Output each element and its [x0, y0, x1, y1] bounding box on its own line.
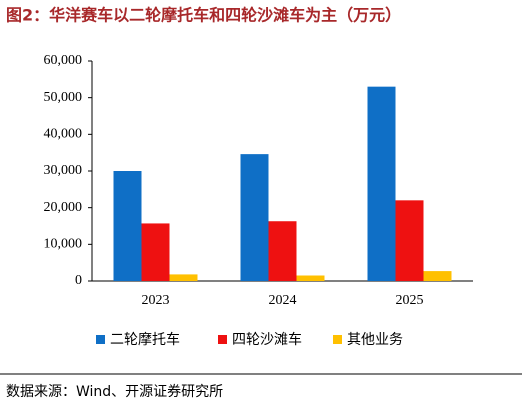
bar: [423, 271, 452, 281]
legend-swatch: [96, 335, 105, 344]
bar: [268, 221, 297, 281]
legend-swatch: [333, 335, 342, 344]
legend-swatch: [218, 335, 227, 344]
y-tick-label: 20,000: [44, 200, 83, 215]
x-tick-label: 2025: [396, 293, 424, 308]
legend-label: 其他业务: [347, 332, 403, 348]
chart-title: 图2：华洋赛车以二轮摩托车和四轮沙滩车为主（万元）: [6, 6, 401, 25]
y-tick-label: 50,000: [44, 90, 83, 105]
x-tick-label: 2024: [269, 293, 297, 308]
source: 数据来源：Wind、开源证券研究所: [6, 384, 223, 400]
bar: [169, 274, 198, 281]
legend-label: 四轮沙滩车: [232, 331, 302, 348]
bar: [141, 223, 170, 281]
bar: [113, 171, 142, 281]
y-tick-label: 60,000: [44, 53, 83, 68]
legend-label: 二轮摩托车: [110, 331, 180, 348]
y-tick-label: 10,000: [44, 237, 83, 252]
bar: [240, 154, 269, 281]
bar: [367, 86, 396, 282]
y-tick-label: 30,000: [44, 163, 83, 178]
y-tick-label: 0: [75, 273, 82, 288]
bar: [395, 200, 424, 281]
y-tick-label: 40,000: [44, 127, 83, 142]
bar: [296, 275, 325, 281]
x-tick-label: 2023: [142, 293, 170, 308]
